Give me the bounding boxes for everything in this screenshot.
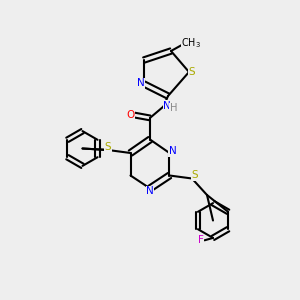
Text: S: S [189, 67, 195, 77]
Text: S: S [192, 170, 198, 181]
Text: N: N [137, 78, 145, 88]
Text: F: F [198, 235, 204, 245]
Text: S: S [105, 142, 111, 152]
Text: CH$_3$: CH$_3$ [181, 36, 201, 50]
Text: N: N [169, 146, 176, 157]
Text: N: N [163, 100, 171, 111]
Text: N: N [146, 186, 154, 197]
Text: H: H [170, 103, 177, 113]
Text: O: O [126, 110, 135, 120]
